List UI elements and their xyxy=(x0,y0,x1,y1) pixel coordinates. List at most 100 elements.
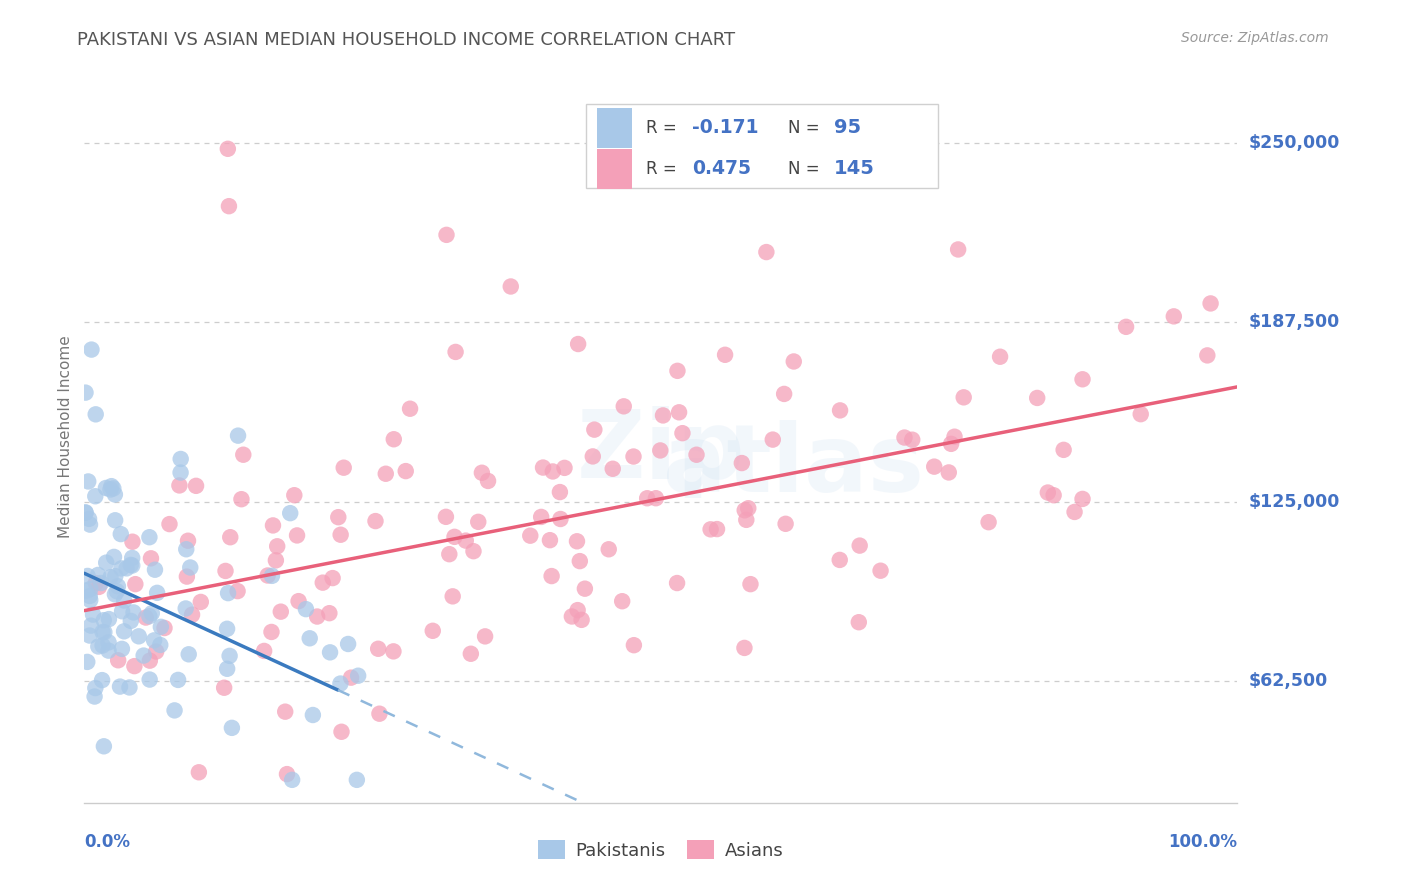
Point xyxy=(762,433,785,447)
Point xyxy=(1197,348,1219,362)
Point xyxy=(231,492,253,507)
FancyBboxPatch shape xyxy=(598,149,633,189)
Point xyxy=(1063,505,1085,519)
Point xyxy=(278,506,301,520)
Text: 95: 95 xyxy=(834,118,860,137)
Point xyxy=(84,407,107,421)
Point xyxy=(177,648,200,662)
Text: $250,000: $250,000 xyxy=(1249,134,1340,152)
Text: Source: ZipAtlas.com: Source: ZipAtlas.com xyxy=(1181,31,1329,45)
Point xyxy=(266,539,288,553)
Point xyxy=(169,478,191,492)
Point xyxy=(302,708,325,723)
Point xyxy=(893,431,915,445)
Point xyxy=(714,348,737,362)
Point xyxy=(218,199,240,213)
Point xyxy=(636,491,658,506)
Point xyxy=(104,569,127,583)
Point xyxy=(145,644,167,658)
Point xyxy=(439,547,461,561)
Point xyxy=(734,503,756,517)
Point xyxy=(100,479,122,493)
Point xyxy=(124,577,146,591)
Point xyxy=(287,594,309,608)
Point xyxy=(226,428,249,442)
Point xyxy=(422,624,444,638)
Text: $62,500: $62,500 xyxy=(1249,672,1327,690)
Point xyxy=(1129,407,1152,421)
Point xyxy=(1115,319,1137,334)
Point xyxy=(298,632,321,646)
Point xyxy=(75,505,97,519)
Point xyxy=(226,584,249,599)
Point xyxy=(212,681,235,695)
Point xyxy=(699,522,721,536)
Point xyxy=(685,448,707,462)
Point xyxy=(755,245,778,260)
Point xyxy=(399,401,422,416)
Point xyxy=(190,595,212,609)
Point xyxy=(111,641,134,656)
Point xyxy=(553,461,575,475)
Point xyxy=(650,443,672,458)
Point xyxy=(217,622,239,636)
Point xyxy=(295,602,318,616)
Point xyxy=(75,385,97,400)
Point xyxy=(214,564,236,578)
Point xyxy=(111,604,134,618)
Point xyxy=(582,450,605,464)
Point xyxy=(163,703,186,717)
Point xyxy=(666,576,689,591)
Point xyxy=(96,556,118,570)
Point xyxy=(187,765,209,780)
Point xyxy=(91,673,114,687)
Point xyxy=(84,681,107,695)
Point xyxy=(179,560,201,574)
Point xyxy=(828,553,851,567)
Point xyxy=(540,569,562,583)
FancyBboxPatch shape xyxy=(598,108,633,148)
Point xyxy=(436,227,458,242)
Point xyxy=(307,609,329,624)
Point xyxy=(346,772,368,787)
Point xyxy=(285,528,308,542)
Point xyxy=(332,460,354,475)
Point xyxy=(115,561,138,575)
Point xyxy=(90,576,112,591)
Point xyxy=(118,681,141,695)
Point xyxy=(623,450,645,464)
Point xyxy=(281,772,304,787)
Point xyxy=(139,551,162,566)
Point xyxy=(329,676,352,690)
Point xyxy=(124,659,146,673)
Point xyxy=(139,654,162,668)
Point xyxy=(946,243,969,257)
Point xyxy=(169,466,191,480)
Point xyxy=(103,482,125,496)
Point xyxy=(256,568,278,582)
Point xyxy=(141,606,163,620)
Point xyxy=(737,501,759,516)
Point xyxy=(79,589,101,603)
Point xyxy=(143,563,166,577)
Point xyxy=(613,400,636,414)
Point xyxy=(103,549,125,564)
Point xyxy=(77,475,100,489)
Point xyxy=(75,583,97,598)
Point xyxy=(538,533,561,548)
Point xyxy=(565,534,588,549)
Y-axis label: Median Household Income: Median Household Income xyxy=(58,335,73,539)
Point xyxy=(666,364,689,378)
Point xyxy=(159,517,181,532)
Point xyxy=(84,576,107,591)
Point xyxy=(143,633,166,648)
Point xyxy=(1071,491,1094,506)
Point xyxy=(952,390,974,404)
Point xyxy=(541,465,564,479)
Point xyxy=(120,614,142,628)
Point xyxy=(869,564,891,578)
Text: $125,000: $125,000 xyxy=(1249,492,1340,510)
Point xyxy=(347,669,370,683)
Point xyxy=(828,403,851,417)
Text: $187,500: $187,500 xyxy=(1249,313,1340,331)
